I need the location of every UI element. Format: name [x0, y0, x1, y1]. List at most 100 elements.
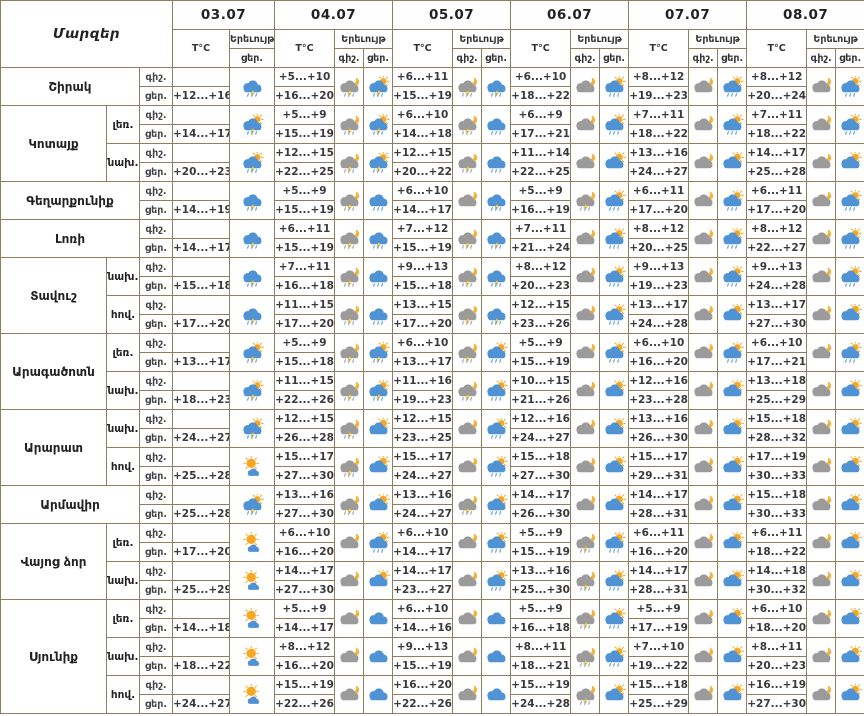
night-temp-cell: +6...+10	[392, 333, 454, 353]
day-weather-cell	[835, 637, 864, 676]
day-weather-cell	[599, 447, 630, 486]
night-cloud-icon	[808, 683, 834, 706]
day-weather-cell	[363, 219, 394, 258]
blue-cloud-icon	[365, 684, 391, 706]
phenomenon-header: Երեւույթ	[452, 29, 512, 49]
night-row-label: գիշ.	[139, 143, 173, 163]
day-label: ցեր.	[717, 48, 748, 68]
night-temp-cell	[172, 333, 230, 353]
day-weather-cell	[717, 485, 748, 524]
day-weather-cell	[228, 333, 276, 372]
sun-cloud-icon	[365, 493, 391, 516]
day-row-label: ցեր.	[139, 466, 173, 486]
day-temp-cell: +24...+27	[628, 162, 690, 182]
day-temp-cell: +16...+18	[274, 276, 336, 296]
day-row: ցեր. +17...+20 +17...+20 +17...+20 +23...+26…	[1, 314, 864, 334]
night-weather-cell	[688, 637, 719, 676]
night-row: Տավուշ նախ. գիշ. +7...+11 +9...+13 +8...+12 +9…	[0, 257, 864, 334]
night-cloud-icon	[690, 417, 716, 440]
night-cloud-icon	[572, 341, 598, 364]
night-row-label: գիշ.	[139, 257, 173, 277]
night-temp-cell: +12...+16	[628, 371, 690, 391]
sun-rain-icon	[483, 341, 509, 364]
night-temp-cell: +14...+17	[746, 143, 808, 163]
night-storm-icon	[572, 607, 598, 630]
sun-cloud-icon	[719, 569, 745, 592]
night-weather-cell	[688, 105, 719, 144]
day-label: ցեր.	[599, 48, 630, 68]
night-cloud-icon	[572, 417, 598, 440]
night-temp-cell	[172, 181, 230, 201]
day-temp-cell: +19...+23	[628, 276, 690, 296]
night-cloud-icon	[572, 455, 598, 478]
day-weather-cell	[717, 371, 748, 410]
night-temp-cell: +6...+10	[274, 523, 336, 543]
night-cloud-icon	[690, 607, 716, 630]
sun-rain-icon	[837, 75, 863, 98]
night-cloud-icon	[572, 379, 598, 402]
sun-rain-icon	[601, 113, 627, 136]
night-cloud-icon	[808, 113, 834, 136]
night-temp-cell: +5...+9	[510, 523, 572, 543]
sun-cloud-icon	[719, 417, 745, 440]
night-weather-cell	[452, 143, 483, 182]
sun-rain-icon	[837, 341, 863, 364]
day-weather-cell	[481, 295, 512, 334]
day-temp-cell: +27...+30	[274, 580, 336, 600]
night-label: գիշ.	[570, 48, 601, 68]
night-storm-icon	[336, 189, 362, 212]
night-row: Լոռի գիշ. +6...+11 +7...+12 +7...+11 +8...+12…	[0, 219, 864, 258]
sun-storm-icon	[239, 417, 265, 440]
night-temp-cell: +5...+9	[274, 599, 336, 619]
day-temp-cell: +18...+20	[746, 618, 808, 638]
day-weather-cell	[599, 637, 630, 676]
day-temp-cell: +25...+28	[172, 504, 230, 524]
day-temp-cell: +22...+26	[392, 694, 454, 714]
night-cloud-icon	[572, 265, 598, 288]
day-row-label: ցեր.	[139, 162, 173, 182]
day-temp-cell: +14...+17	[392, 542, 454, 562]
day-temp-cell: +29...+31	[628, 466, 690, 486]
night-weather-cell	[570, 181, 601, 220]
sun-rain-icon	[601, 569, 627, 592]
night-weather-cell	[452, 485, 483, 524]
day-weather-cell	[717, 409, 748, 448]
night-cloud-icon	[572, 151, 598, 174]
day-temp-cell: +15...+19	[510, 352, 572, 372]
night-storm-icon	[572, 645, 598, 668]
night-weather-cell	[452, 599, 483, 638]
day-row: ցեր. +18...+23 +22...+26 +19...+23 +21...+26…	[1, 390, 864, 410]
day-weather-cell	[599, 257, 630, 296]
night-storm-icon	[454, 341, 480, 364]
sun-cloud-icon	[837, 645, 863, 668]
day-label: ցեր.	[835, 48, 864, 68]
day-weather-cell	[363, 295, 394, 334]
night-storm-icon	[454, 113, 480, 136]
night-temp-cell: +16...+19	[746, 675, 808, 695]
night-row-label: գիշ.	[139, 67, 173, 87]
sun-cloud-icon	[719, 379, 745, 402]
night-weather-cell	[334, 257, 365, 296]
day-weather-cell	[363, 485, 394, 524]
night-weather-cell	[806, 333, 837, 372]
night-cloud-icon	[690, 683, 716, 706]
night-row: հով. գիշ. +15...+17 +15...+17 +15...+18 +15..…	[1, 447, 864, 486]
day-temp-cell: +26...+30	[510, 504, 572, 524]
sun-rain-icon	[601, 303, 627, 326]
night-temp-cell: +15...+18	[746, 409, 808, 429]
phenomenon-header: Երեւույթ	[688, 29, 748, 49]
day-temp-cell: +27...+30	[274, 504, 336, 524]
day-temp-cell: +18...+22	[746, 124, 808, 144]
night-row: Արմավիր գիշ. +13...+16 +13...+16 +14...+17 +1…	[0, 485, 864, 524]
sun-rain-icon	[719, 189, 745, 212]
night-row-label: գիշ.	[139, 637, 173, 657]
day-weather-cell	[835, 295, 864, 334]
day-temp-cell: +14...+17	[172, 238, 230, 258]
day-row-label: ցեր.	[139, 276, 173, 296]
day-weather-cell	[717, 637, 748, 676]
day-weather-cell	[835, 67, 864, 106]
day-temp-cell: +16...+19	[510, 200, 572, 220]
day-weather-cell	[717, 561, 748, 600]
temp-header: T°C	[392, 29, 454, 68]
zone-cell: նախ.	[106, 371, 140, 410]
